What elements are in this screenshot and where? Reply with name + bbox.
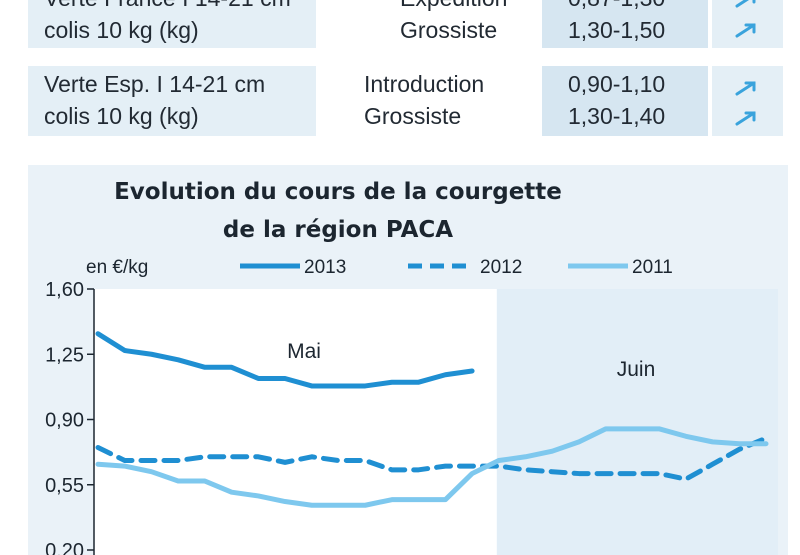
package-label: colis 10 kg (kg) <box>44 103 199 129</box>
price-evolution-chart: 1,60 1,25 0,90 0,55 0,20 Evolution du cours … <box>45 179 778 555</box>
series-line-2013 <box>95 331 475 389</box>
series-layer <box>95 331 769 508</box>
series-line-2011 <box>95 426 769 508</box>
label-cell <box>28 0 316 48</box>
series-line-2012 <box>95 435 769 482</box>
product-label: Verte France I 14-21 cm <box>44 0 291 14</box>
price-range: 0,90-1,10 <box>568 71 666 97</box>
price-range: 0,87-1,30 <box>568 0 665 14</box>
price-range: 1,30-1,50 <box>568 17 666 43</box>
stage-label: Introduction <box>364 71 485 97</box>
chart-title-line-2: de la région PACA <box>223 217 453 243</box>
stage-label: Grossiste <box>400 17 498 43</box>
trend-up-icon <box>735 0 756 8</box>
package-label: colis 10 kg (kg) <box>44 17 199 43</box>
legend-label-2011: 2011 <box>632 257 673 278</box>
trend-up-icon <box>735 23 756 38</box>
price-row-france: Verte France I 14-21 cm colis 10 kg (kg)… <box>28 0 783 48</box>
chart-panel: 1,60 1,25 0,90 0,55 0,20 Evolution du cours … <box>28 165 788 555</box>
y-axis-unit: en €/kg <box>86 257 148 278</box>
axis-layer: 1,60 1,25 0,90 0,55 0,20 <box>45 279 95 555</box>
stage-cell <box>320 66 550 136</box>
month-label-juin: Juin <box>617 358 656 381</box>
month-label-mai: Mai <box>287 340 321 363</box>
trend-up-icon <box>735 81 756 96</box>
price-row-spain: Verte Esp. I 14-21 cm colis 10 kg (kg) I… <box>28 66 783 136</box>
y-tick-label: 1,60 <box>45 279 84 301</box>
legend: 2013 2012 2011 <box>240 257 673 278</box>
y-tick-label: 0,20 <box>45 540 84 555</box>
stage-cell <box>320 0 550 48</box>
chart-title-line-1: Evolution du cours de la courgette <box>114 179 562 205</box>
trend-cell <box>712 66 783 136</box>
price-cell <box>542 66 708 136</box>
y-tick-label: 0,55 <box>45 475 84 497</box>
label-cell <box>28 66 316 136</box>
trend-up-icon <box>735 111 756 126</box>
y-tick-label: 1,25 <box>45 344 84 366</box>
price-cell <box>542 0 708 48</box>
june-shaded-area <box>496 289 778 555</box>
y-tick-label: 0,90 <box>45 410 84 432</box>
stage-label: Grossiste <box>364 103 462 129</box>
legend-label-2012: 2012 <box>480 257 522 278</box>
stage-label: Expédition <box>400 0 507 14</box>
legend-label-2013: 2013 <box>304 257 346 278</box>
price-range: 1,30-1,40 <box>568 103 666 129</box>
price-table: Verte France I 14-21 cm colis 10 kg (kg)… <box>0 0 800 150</box>
product-label: Verte Esp. I 14-21 cm <box>44 71 266 97</box>
